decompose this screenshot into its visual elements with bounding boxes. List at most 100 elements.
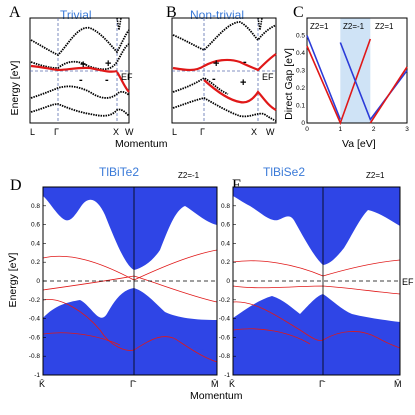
panel-c-ytick-3: 0.3 [296, 68, 305, 75]
momentum-label-top: Momentum [115, 138, 168, 150]
panel-e-surface-5 [232, 328, 311, 345]
panel-e-ytick-0: -1 [224, 372, 230, 379]
panel-e-surface-1 [232, 259, 401, 277]
panel-c-xlabel: Va [eV] [342, 138, 376, 150]
panel-c-ylabel: Direct Gap [eV] [283, 48, 295, 120]
panel-a-ylabel: Energy [eV] [9, 60, 21, 115]
panel-c-xtick-2: 2 [372, 126, 376, 133]
panel-e-ytick-3: -0.4 [219, 316, 231, 323]
panel-c-ytick-0: 0 [301, 120, 305, 127]
panel-e-fermi-label: EF [402, 277, 414, 287]
panel-b-title: Non-trivial [190, 8, 244, 22]
panel-d-invariant: Z2=-1 [178, 171, 200, 180]
panel-d-ylabel: Energy [eV] [7, 252, 19, 307]
panel-b-parity-2: - [243, 56, 247, 68]
panel-e-bulk-valence [233, 294, 400, 375]
panel-e-xtick-k: K̄ [229, 379, 235, 389]
panel-d: D TlBiTe2 Z2=-1 Energy [eV] -1 -0.8 -0.6 -0… [7, 165, 219, 389]
panel-a-parity-3: - [79, 74, 83, 86]
panel-c-ytick-2: 0.2 [296, 85, 305, 92]
panel-d-surface-3 [42, 298, 135, 351]
panel-d-bulk-pocket [165, 330, 217, 375]
panel-d-title: TlBiTe2 [99, 165, 139, 179]
panel-b-parity-4: + [240, 77, 246, 89]
panel-e-surface-2 [232, 285, 401, 295]
panel-d-ytick-5: 0 [36, 278, 40, 285]
panel-d-surface-5 [42, 332, 121, 346]
panel-b-xtick-x: X [251, 127, 257, 137]
panel-e-invariant: Z2=1 [366, 171, 385, 180]
panel-a-parity-1: + [80, 59, 86, 71]
panel-b-xtick-w: W [266, 127, 275, 137]
panel-a-fermi-label: EF [121, 72, 133, 82]
panel-e-ytick-9: 0.8 [221, 203, 230, 210]
panel-d-ytick-1: -0.8 [29, 353, 41, 360]
panel-d-ytick-6: 0.2 [31, 259, 40, 266]
panel-b-fermi-label: EF [262, 72, 274, 82]
momentum-label-bottom: Momentum [190, 390, 243, 402]
panel-c: C Direct Gap [eV] Va [eV] Z2=1 Z2=-1 Z2=… [283, 4, 409, 150]
panel-a-band-lower [30, 85, 130, 99]
panel-b-band-red-valence [203, 79, 277, 111]
panel-e-ytick-1: -0.8 [219, 353, 231, 360]
panel-a-band-top [30, 26, 130, 57]
panel-c-region-2: Z2=-1 [343, 22, 365, 31]
panel-a-xtick-l: L [30, 127, 35, 137]
panel-e: E TlBiSe2 Z2=1 EF -1 -0.8 -0.6 -0.4 -0.2 0 0.2… [219, 165, 414, 389]
panel-d-surface-4 [133, 336, 218, 363]
panel-c-series-blue-0 [306, 35, 342, 120]
panel-a-xtick-x: X [113, 127, 119, 137]
panel-a-xtick-gamma: Γ [54, 127, 59, 137]
panel-a-parity-4: - [105, 74, 109, 86]
panel-e-ytick-4: -0.2 [219, 297, 231, 304]
panel-a-xtick-w: W [125, 127, 134, 137]
panel-a-frame [29, 17, 130, 124]
panel-b-xtick-l: L [172, 127, 177, 137]
panel-a-parity-2: + [105, 58, 111, 70]
panel-c-letter: C [293, 4, 304, 21]
panel-a-letter: A [9, 4, 21, 21]
panel-d-ytick-3: -0.4 [29, 316, 41, 323]
panel-c-region-3: Z2=1 [375, 22, 394, 31]
panel-e-xtick-m: M̄ [394, 379, 402, 389]
panel-b-letter: B [166, 4, 177, 21]
panel-a-band-red-valence [30, 64, 118, 73]
panel-e-xtick-gamma: Γ̄ [319, 379, 326, 389]
panel-b-band-red-conduction [172, 53, 277, 72]
panel-c-series-red-3 [369, 66, 408, 124]
panel-d-ytick-2: -0.6 [29, 334, 41, 341]
panel-e-ytick-5: 0 [226, 278, 230, 285]
panel-b-xtick-gamma: Γ [200, 127, 205, 137]
panel-a: A Trivial Energy [eV] + + - - EF L Γ X W [9, 4, 134, 137]
panel-b-frame [171, 17, 277, 124]
panel-e-surface-4 [322, 331, 401, 349]
panel-e-ytick-2: -0.6 [219, 334, 231, 341]
panel-b-band-top [172, 21, 277, 52]
panel-d-bulk-conduction [43, 187, 217, 270]
panel-b-band-lower [172, 76, 229, 95]
panel-c-xtick-0: 0 [305, 126, 309, 133]
panel-b-parity-1: + [213, 58, 219, 70]
panel-d-ytick-7: 0.4 [31, 240, 40, 247]
panel-c-ytick-4: 0.4 [296, 50, 305, 57]
panel-c-ytick-1: 0.1 [296, 103, 305, 110]
panel-b-band-spike [257, 17, 263, 31]
panel-d-ytick-9: 0.8 [31, 203, 40, 210]
panel-c-marks: 0 1 2 3 0 0.1 0.2 0.3 0.4 0.5 [296, 33, 409, 134]
panel-e-ytick-6: 0.2 [221, 259, 230, 266]
panel-e-letter: E [232, 177, 242, 194]
panel-d-xtick-gamma: Γ̄ [130, 379, 137, 389]
panel-e-yticks: -1 -0.8 -0.6 -0.4 -0.2 0 0.2 0.4 0.6 0.8 [219, 203, 236, 379]
panel-d-xtick-k: K̄ [39, 379, 45, 389]
panel-e-bulk-conduction [233, 187, 400, 265]
panel-d-ytick-8: 0.6 [31, 222, 40, 229]
panel-e-surface-3 [232, 301, 324, 341]
panel-a-title: Trivial [60, 8, 92, 22]
panel-e-ytick-8: 0.6 [221, 222, 230, 229]
panel-b-band-bottom [172, 97, 277, 122]
panel-a-band-red-lower [116, 71, 130, 93]
panel-c-xtick-3: 3 [405, 126, 409, 133]
panel-c-ytick-5: 0.5 [296, 33, 305, 40]
panel-e-ytick-7: 0.4 [221, 240, 230, 247]
